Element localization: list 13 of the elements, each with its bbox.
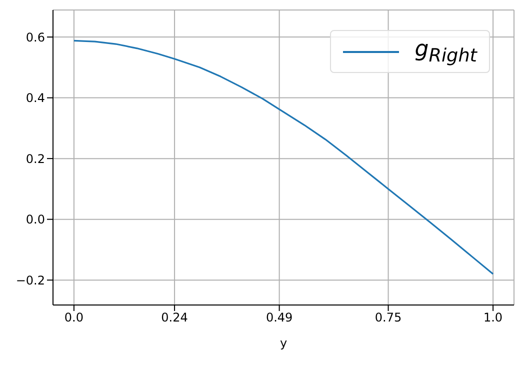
legend-label: g$_{Right}$ [414, 37, 477, 66]
x-tick-label: 1.0 [484, 310, 503, 325]
y-tick-label: 0.6 [26, 30, 45, 44]
x-tick-label: 0.75 [374, 310, 402, 325]
x-tick-label: 0.49 [266, 310, 293, 325]
line-series [73, 40, 494, 275]
y-tick-label: 0.2 [26, 152, 45, 166]
x-axis-title: y [280, 336, 288, 350]
y-tick-label: 0.0 [26, 212, 45, 227]
y-tick-label: 0.4 [26, 91, 45, 106]
x-tick-label: 0.0 [64, 310, 84, 325]
y-tick-label: −0.2 [16, 273, 45, 288]
x-tick-label: 0.24 [161, 310, 188, 325]
